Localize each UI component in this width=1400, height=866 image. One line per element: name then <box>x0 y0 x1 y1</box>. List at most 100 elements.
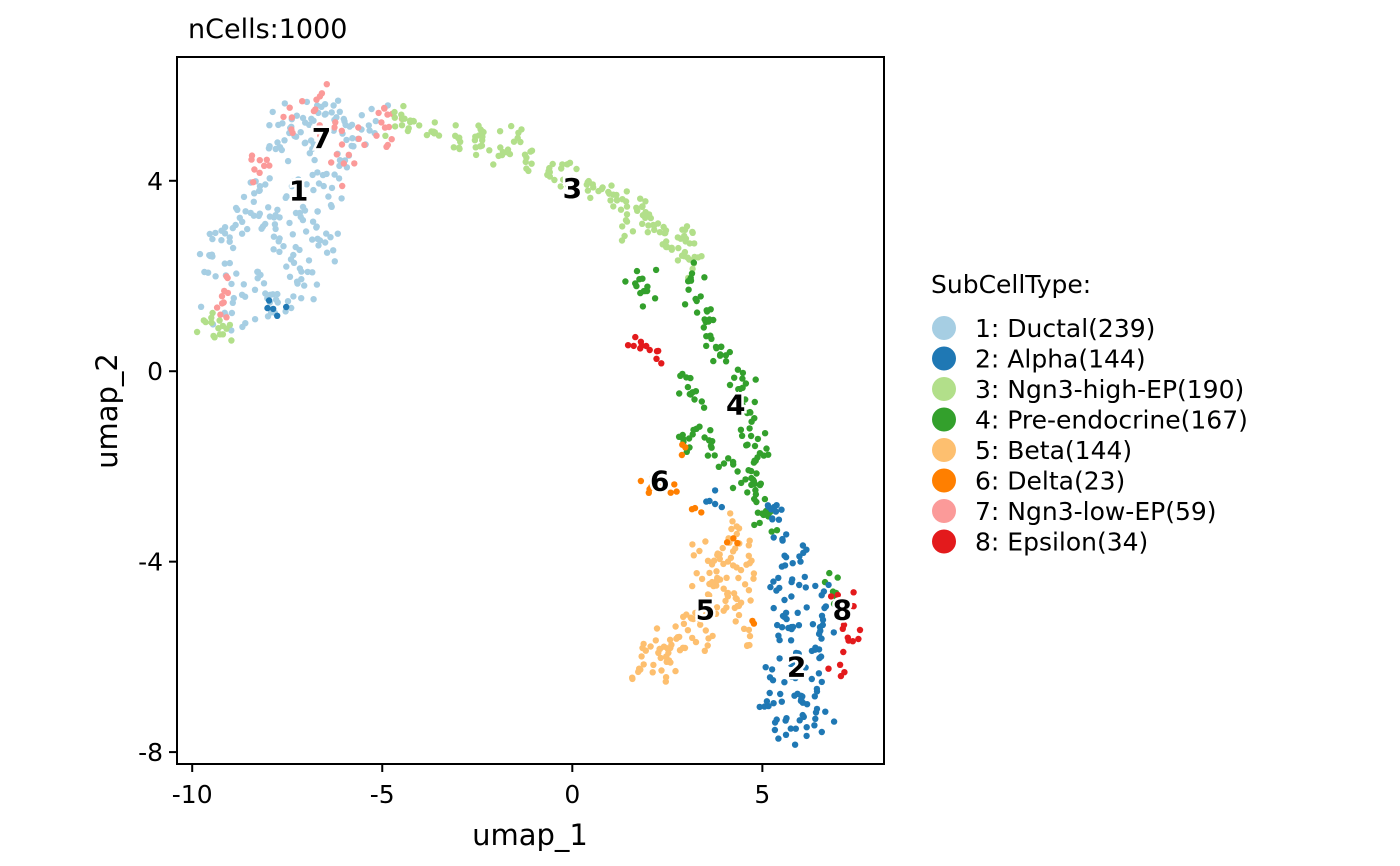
data-point <box>732 594 739 602</box>
data-point <box>309 218 317 225</box>
data-point <box>811 722 818 729</box>
data-point <box>327 234 334 241</box>
data-point <box>619 223 626 230</box>
data-point <box>697 293 704 300</box>
data-point <box>703 342 710 350</box>
data-point <box>822 603 830 610</box>
data-point <box>773 527 781 534</box>
data-point <box>691 253 698 261</box>
data-point <box>276 248 283 255</box>
data-point <box>338 195 345 202</box>
data-point <box>640 661 647 668</box>
data-point <box>223 273 230 280</box>
data-point <box>835 604 842 611</box>
data-point <box>746 632 754 640</box>
data-point <box>674 634 681 641</box>
data-point <box>265 145 273 152</box>
data-point <box>720 607 727 614</box>
data-point <box>289 194 296 201</box>
data-point <box>210 332 217 340</box>
data-point <box>564 182 572 189</box>
data-point <box>723 539 731 546</box>
data-point <box>256 169 263 176</box>
data-point <box>391 108 398 116</box>
data-point <box>809 621 817 628</box>
cluster-label-8: 8 <box>832 593 851 626</box>
data-point <box>789 576 796 583</box>
data-point <box>255 212 262 220</box>
data-point <box>298 276 305 283</box>
data-point <box>622 278 629 285</box>
data-point <box>272 225 279 233</box>
data-point <box>340 160 347 167</box>
data-point <box>290 259 298 266</box>
data-point <box>388 136 395 143</box>
data-point <box>298 268 305 275</box>
data-point <box>767 583 774 591</box>
data-point <box>496 128 504 135</box>
data-point <box>773 587 780 594</box>
data-point <box>701 274 708 281</box>
data-point <box>753 470 760 477</box>
data-point <box>739 375 746 382</box>
data-point <box>546 173 553 180</box>
data-point <box>756 703 763 711</box>
data-point <box>700 404 708 411</box>
data-point <box>826 569 833 577</box>
data-point <box>332 119 339 126</box>
data-point <box>708 608 715 615</box>
data-point <box>683 611 690 618</box>
data-point <box>431 119 438 126</box>
data-point <box>323 170 330 178</box>
data-point <box>610 191 617 198</box>
data-point <box>632 333 639 341</box>
data-point <box>700 324 707 331</box>
data-point <box>696 547 703 555</box>
data-point <box>315 242 322 249</box>
data-point <box>381 124 389 131</box>
legend-swatch <box>932 346 956 371</box>
data-point <box>697 617 704 624</box>
data-point <box>589 181 596 188</box>
data-point <box>290 293 297 300</box>
data-point <box>838 614 846 621</box>
data-point <box>649 669 656 676</box>
data-point <box>262 220 269 228</box>
data-point <box>622 217 630 224</box>
data-point <box>856 626 864 634</box>
data-point <box>372 117 379 125</box>
data-point <box>844 634 851 641</box>
data-point <box>739 369 747 377</box>
data-point <box>751 457 758 464</box>
data-point <box>734 602 741 610</box>
data-point <box>382 132 389 139</box>
data-point <box>766 689 773 697</box>
data-point <box>228 327 235 334</box>
data-point <box>256 183 264 190</box>
data-point <box>747 597 754 604</box>
data-point <box>343 136 350 144</box>
data-point <box>202 318 209 326</box>
data-point <box>272 212 279 219</box>
data-point <box>270 233 278 240</box>
data-point <box>799 711 806 719</box>
data-point <box>818 635 825 642</box>
data-point <box>698 575 706 583</box>
data-point <box>689 389 696 396</box>
data-point <box>315 180 323 187</box>
data-point <box>391 123 399 130</box>
data-point <box>689 228 696 236</box>
data-point <box>297 183 305 190</box>
data-point <box>557 183 564 190</box>
data-point <box>686 256 693 263</box>
data-point <box>560 176 567 183</box>
data-point <box>368 105 375 113</box>
data-point <box>265 297 273 304</box>
data-point <box>323 81 330 88</box>
data-point <box>792 649 800 657</box>
data-point <box>624 342 632 349</box>
data-point <box>350 143 357 150</box>
data-point <box>322 239 329 246</box>
data-point <box>722 358 730 365</box>
legend-swatch <box>932 316 956 340</box>
